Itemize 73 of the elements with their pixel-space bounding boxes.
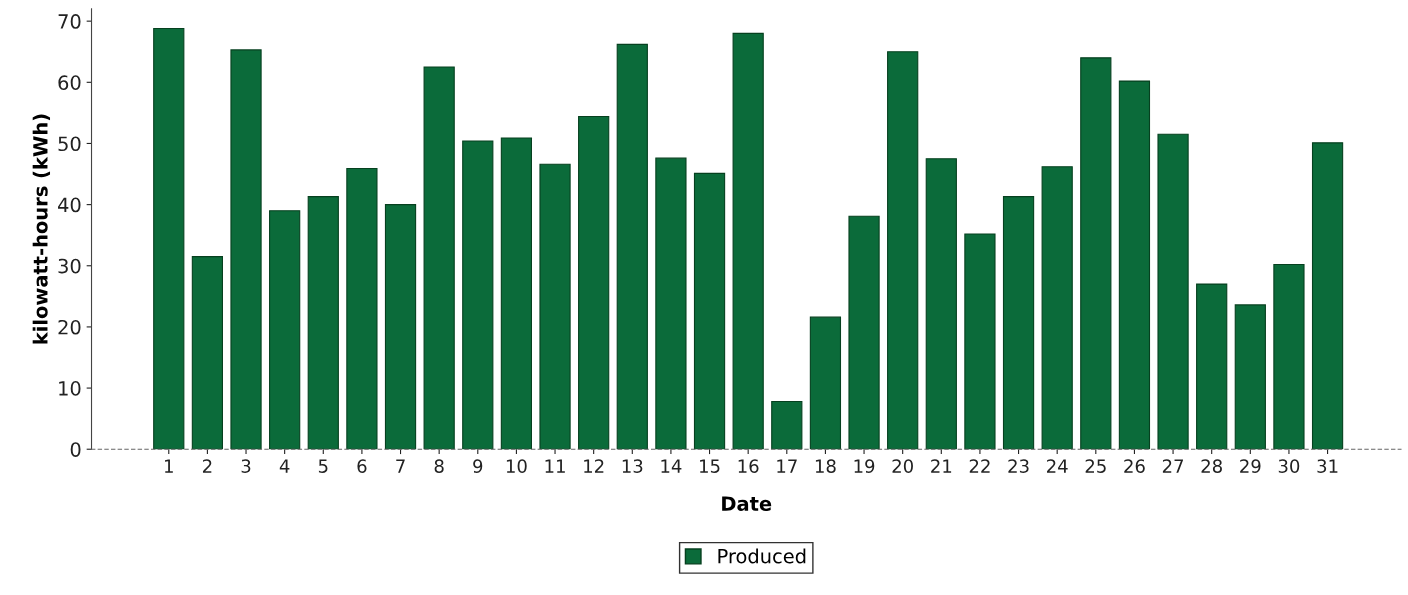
y-tick-label: 40	[58, 197, 81, 213]
y-tick-label: 10	[59, 381, 81, 396]
x-tick-label: 21	[931, 459, 952, 473]
bar	[809, 316, 842, 450]
x-axis-title: Date	[722, 496, 772, 511]
x-tick-label: 1	[165, 459, 173, 473]
x-tick-label: 6	[357, 459, 367, 473]
bar	[539, 163, 571, 450]
x-tick-label: 28	[1201, 459, 1222, 473]
bar	[191, 256, 224, 450]
x-tick-label: 25	[1085, 459, 1106, 473]
x-tick-label: 20	[892, 459, 913, 473]
bar	[462, 140, 494, 450]
x-tick-label: 24	[1047, 459, 1068, 473]
y-tick-label: 50	[58, 136, 81, 152]
x-tick-label: 11	[545, 459, 565, 473]
bar	[771, 400, 803, 450]
bar	[1002, 196, 1035, 450]
bar	[1196, 283, 1228, 450]
bar	[1041, 166, 1073, 450]
x-tick-label: 17	[777, 459, 797, 473]
y-tick-label: 0	[70, 442, 81, 457]
bar	[423, 66, 455, 450]
bar	[1234, 304, 1266, 450]
bar	[500, 137, 533, 450]
y-tick-label: 70	[58, 14, 81, 29]
x-tick-label: 4	[279, 459, 290, 473]
x-tick-label: 2	[202, 459, 212, 473]
y-tick-label: 60	[58, 75, 81, 90]
x-tick-label: 31	[1317, 459, 1338, 473]
bar	[732, 32, 764, 450]
x-tick-label: 12	[584, 459, 604, 473]
y-axis-title: kilowatt-hours (kWh)	[32, 114, 51, 344]
legend-label: Produced	[718, 548, 806, 564]
x-tick-label: 14	[661, 459, 682, 473]
x-tick-label: 30	[1278, 459, 1300, 473]
x-tick-label: 27	[1162, 459, 1184, 473]
x-tick-label: 9	[473, 459, 483, 473]
bar	[1080, 57, 1112, 450]
bar	[616, 43, 648, 450]
bar	[1118, 80, 1151, 450]
bar	[578, 115, 610, 450]
x-tick-label: 10	[506, 459, 527, 473]
x-tick-label: 23	[1008, 459, 1029, 473]
x-tick-label: 8	[434, 459, 444, 473]
x-tick-label: 7	[396, 459, 405, 473]
bar	[1311, 142, 1344, 450]
x-tick-label: 26	[1124, 459, 1145, 473]
bar	[848, 215, 880, 450]
x-tick-label: 22	[969, 459, 990, 473]
bar	[887, 51, 919, 450]
bar	[346, 167, 378, 450]
x-tick-label: 13	[622, 459, 643, 473]
x-tick-label: 3	[241, 459, 251, 473]
x-tick-label: 15	[700, 459, 720, 473]
bar	[384, 204, 417, 450]
bar	[230, 49, 262, 450]
y-tick-label: 30	[58, 258, 81, 274]
x-tick-label: 29	[1240, 459, 1261, 473]
bar	[153, 27, 185, 450]
x-tick-label: 19	[854, 459, 875, 473]
bar	[964, 233, 996, 450]
x-tick-label: 16	[738, 459, 759, 473]
x-tick-label: 18	[815, 459, 836, 473]
bar	[925, 158, 957, 450]
bar	[1273, 263, 1305, 450]
bar	[693, 172, 726, 450]
bar	[307, 196, 339, 450]
bar	[269, 210, 301, 450]
bar	[1157, 133, 1189, 450]
bar	[655, 157, 687, 450]
x-tick-label: 5	[318, 459, 328, 473]
y-tick-label: 20	[58, 319, 81, 335]
